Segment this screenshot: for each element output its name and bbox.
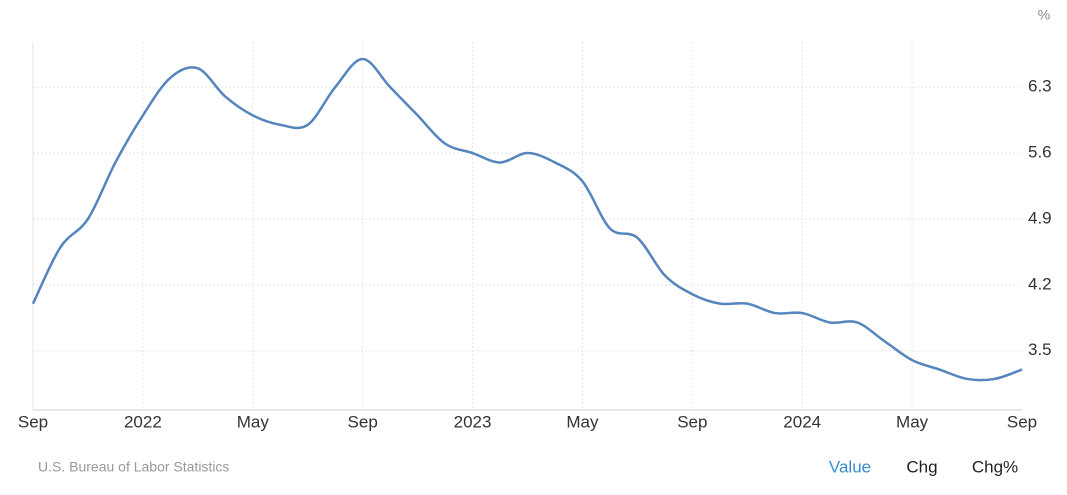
y-tick-label: 4.2 [1028, 274, 1052, 293]
y-tick-label: 4.9 [1028, 208, 1052, 227]
tab-button[interactable]: Chg [906, 457, 937, 476]
x-tick-label: Sep [677, 412, 707, 431]
x-tick-label: 2024 [783, 412, 821, 431]
x-tick-label: Sep [1007, 412, 1037, 431]
y-tick-label: 6.3 [1028, 77, 1052, 96]
y-tick-label: 5.6 [1028, 143, 1052, 162]
x-tick-label: May [566, 412, 599, 431]
tab-button[interactable]: Value [829, 457, 871, 476]
y-unit: % [1038, 7, 1050, 23]
line [31, 57, 1023, 382]
y-tick-label: 3.5 [1028, 340, 1052, 359]
x-tick-label: 2022 [124, 412, 162, 431]
x-tick-label: Sep [18, 412, 48, 431]
x-tick-label: May [237, 412, 270, 431]
x-tick-label: Sep [348, 412, 378, 431]
x-tick-label: 2023 [454, 412, 492, 431]
x-tick-label: May [896, 412, 929, 431]
tab-button[interactable]: Chg% [972, 457, 1018, 476]
source: U.S. Bureau of Labor Statistics [38, 459, 229, 475]
